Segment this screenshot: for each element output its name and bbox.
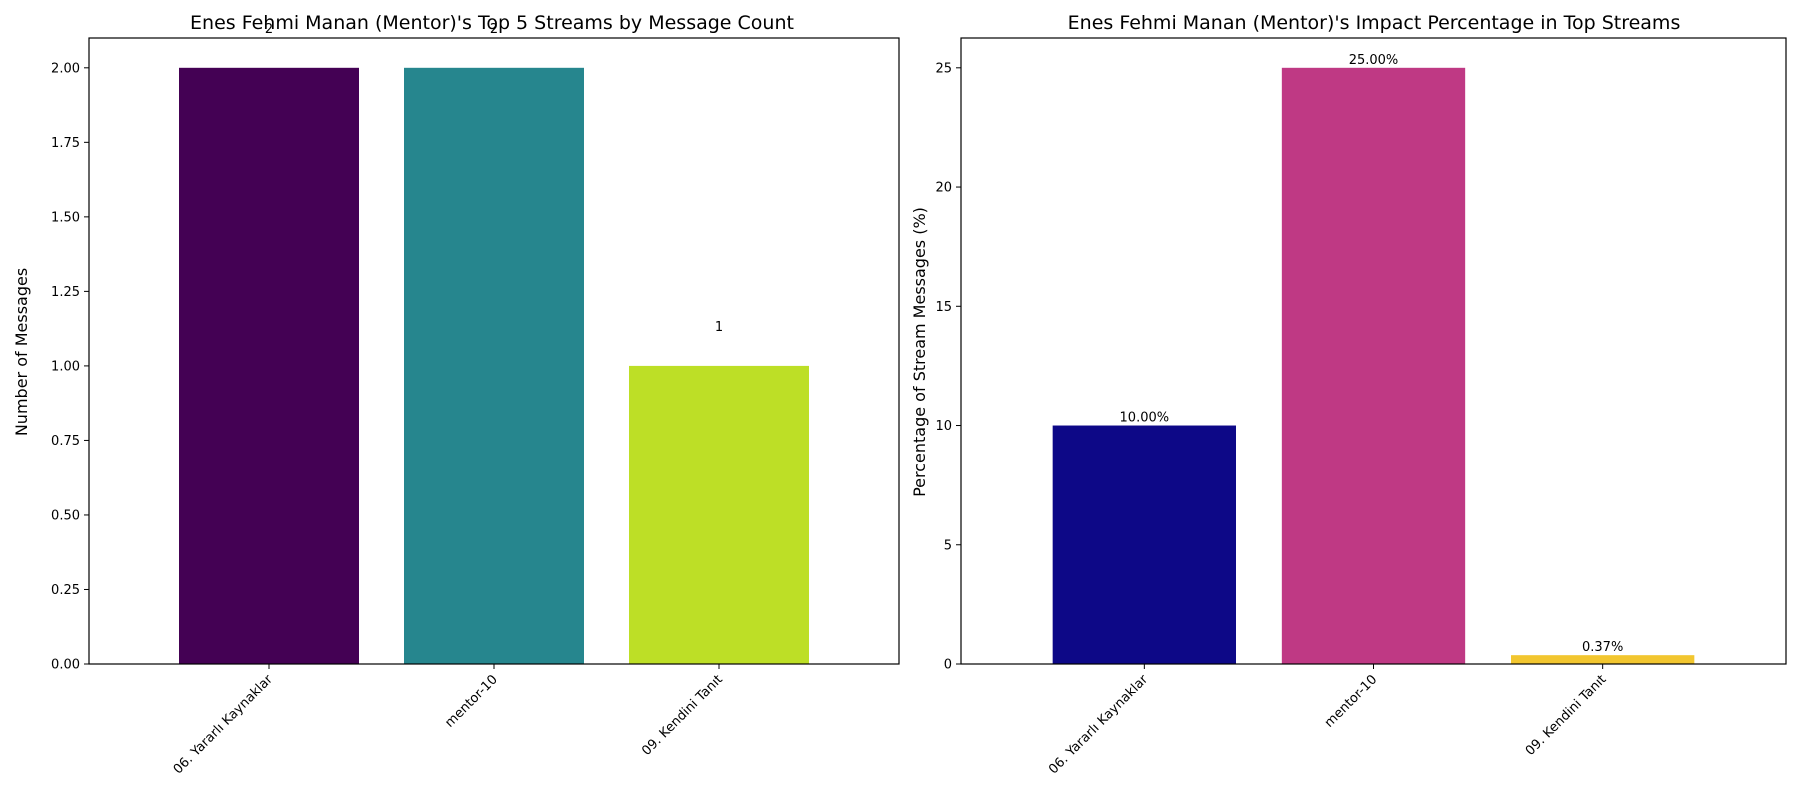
- y-tick-label: 1.75: [51, 136, 80, 151]
- x-ticks: 06. Yararlı Kaynaklar mentor-10 09. Kendin…: [171, 664, 726, 777]
- bar: [1511, 655, 1695, 664]
- bar: [404, 67, 584, 665]
- y-tick-label: 10: [935, 419, 952, 434]
- chart-title: Enes Fehmi Manan (Mentor)'s Impact Perce…: [1068, 12, 1681, 34]
- y-tick-label: 5: [944, 538, 952, 553]
- y-axis-label: Number of Messages: [12, 268, 31, 436]
- message-count-chart: Enes Fehmi Manan (Mentor)'s Top 5 Stream…: [12, 12, 900, 777]
- plot-frame: [88, 37, 900, 665]
- y-tick-label: 2.00: [51, 61, 80, 76]
- data-label: 1: [715, 320, 723, 335]
- y-ticks: 0.00 0.25 0.50 0.75 1.00 1.25 1.50 1.75 2.00: [51, 61, 89, 673]
- y-tick-label: 1.25: [51, 285, 80, 300]
- chart-title: Enes Fehmi Manan (Mentor)'s Top 5 Stream…: [190, 12, 794, 34]
- y-ticks: 0 5 10 15 20 25: [935, 61, 961, 673]
- data-label: 25.00%: [1349, 53, 1399, 68]
- y-tick-label: 0.25: [51, 583, 80, 598]
- x-tick-label: 09. Kendini Tanıt: [1523, 672, 1610, 759]
- impact-percentage-chart: Enes Fehmi Manan (Mentor)'s Impact Perce…: [910, 12, 1787, 777]
- y-tick-label: 15: [935, 300, 952, 315]
- bar: [1281, 67, 1466, 665]
- x-tick-label: 09. Kendini Tanıt: [639, 672, 726, 759]
- bar: [1052, 425, 1236, 664]
- y-tick-label: 0.75: [51, 434, 80, 449]
- y-tick-label: 0: [944, 658, 952, 673]
- bars: [179, 67, 809, 665]
- data-labels: 10.00% 25.00% 0.37%: [1120, 53, 1624, 655]
- y-tick-label: 20: [935, 181, 952, 196]
- y-axis-label: Percentage of Stream Messages (%): [910, 207, 929, 497]
- y-tick-label: 25: [935, 61, 952, 76]
- x-tick-label: mentor-10: [442, 672, 500, 730]
- data-label: 0.37%: [1582, 640, 1623, 655]
- data-label: 10.00%: [1120, 411, 1170, 426]
- x-tick-label: 06. Yararlı Kaynaklar: [1046, 672, 1152, 778]
- bar: [179, 67, 359, 665]
- plot-frame: [960, 37, 1787, 665]
- data-labels: 2 2 1: [265, 22, 723, 335]
- y-tick-label: 1.00: [51, 359, 80, 374]
- y-tick-label: 0.50: [51, 508, 80, 523]
- x-ticks: 06. Yararlı Kaynaklar mentor-10 09. Kendin…: [1046, 664, 1609, 777]
- bar: [629, 365, 809, 664]
- data-label: 2: [265, 22, 273, 37]
- y-tick-label: 0.00: [51, 658, 80, 673]
- data-label: 2: [490, 22, 498, 37]
- x-tick-label: mentor-10: [1322, 672, 1380, 730]
- bars: [1052, 67, 1695, 665]
- x-tick-label: 06. Yararlı Kaynaklar: [171, 672, 277, 778]
- y-tick-label: 1.50: [51, 210, 80, 225]
